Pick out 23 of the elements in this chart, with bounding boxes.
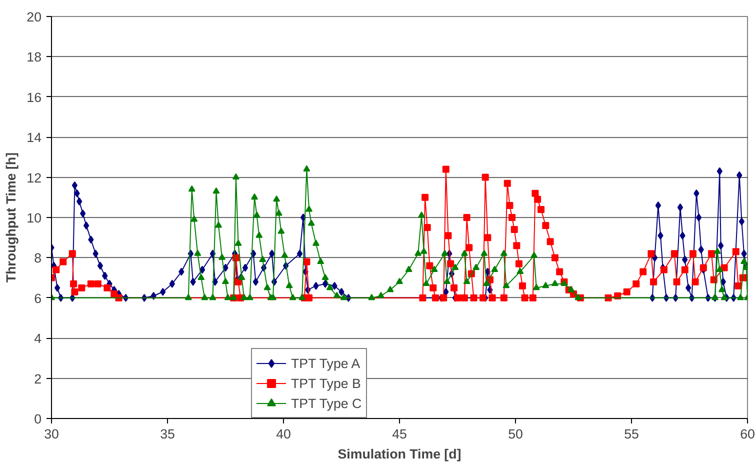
y-tick-label: 18 xyxy=(26,50,42,65)
y-tick-label: 6 xyxy=(34,290,42,306)
legend-label: TPT Type A xyxy=(291,356,360,370)
y-tick-label: 16 xyxy=(26,90,42,105)
x-tick-label: 45 xyxy=(392,426,407,442)
x-tick-label: 55 xyxy=(624,426,639,442)
y-tick-label: 4 xyxy=(34,331,42,346)
x-axis-title: Simulation Time [d] xyxy=(338,446,462,462)
y-tick-label: 10 xyxy=(26,210,42,226)
x-tick-label: 40 xyxy=(276,426,291,442)
x-tick-label: 35 xyxy=(160,426,175,442)
y-tick-label: 20 xyxy=(26,10,42,24)
y-axis-title: Throughput Time [h] xyxy=(4,152,19,283)
y-tick-label: 8 xyxy=(34,250,42,266)
y-tick-label: 12 xyxy=(26,170,42,186)
y-tick-label: 2 xyxy=(34,371,42,386)
x-tick-label: 50 xyxy=(508,426,523,442)
x-tick-label: 30 xyxy=(44,426,59,442)
y-tick-label: 0 xyxy=(34,412,42,426)
legend-label: TPT Type B xyxy=(291,376,361,390)
legend-label: TPT Type C xyxy=(291,396,362,410)
y-tick-label: 14 xyxy=(26,130,42,146)
x-tick-label: 60 xyxy=(740,426,755,442)
